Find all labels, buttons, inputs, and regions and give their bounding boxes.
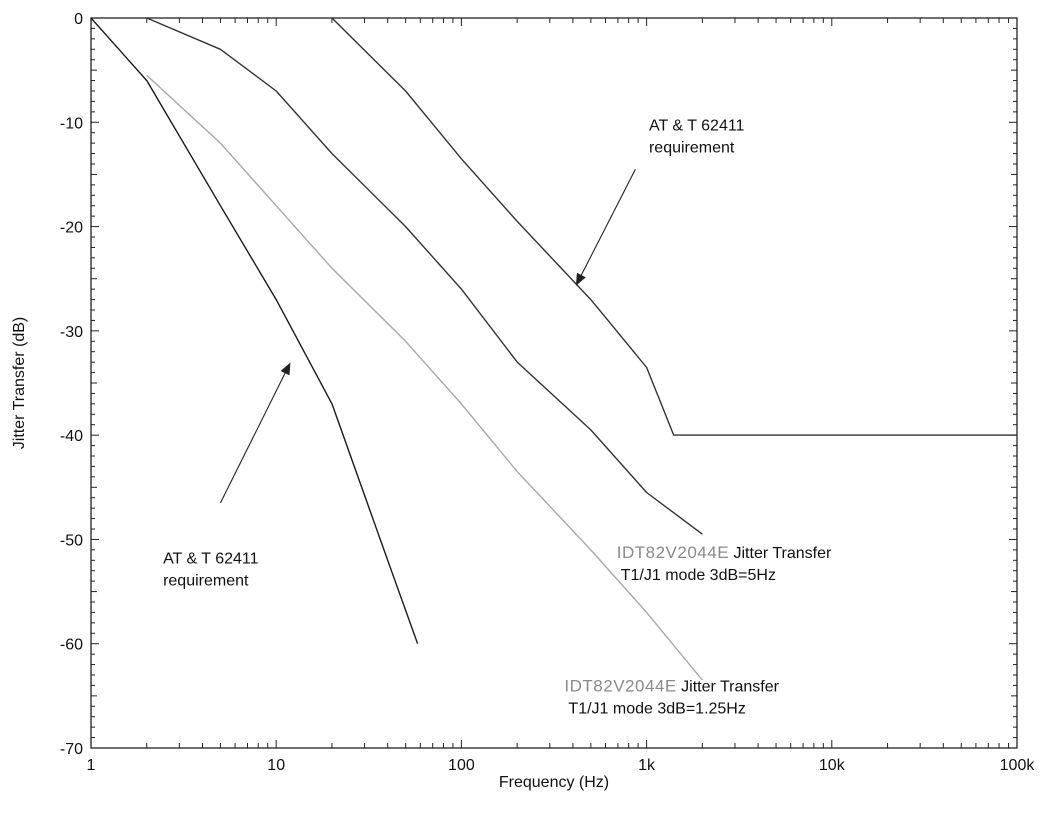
- y-tick-label: -60: [60, 637, 83, 654]
- y-tick-label: -50: [60, 532, 83, 549]
- y-tick-label: -30: [60, 324, 83, 341]
- idt_1_25hz_label-line-0: IDT82V2044E Jitter Transfer: [564, 677, 779, 696]
- series-line-att_lower: [90, 17, 419, 644]
- x-tick-label: 10: [267, 757, 285, 774]
- series-line-idt_1_25hz: [146, 74, 703, 681]
- series-line-att_upper: [331, 17, 1017, 436]
- idt_1_25hz_label-suffix: Jitter Transfer: [677, 679, 780, 696]
- idt_1_25hz_label-line-1: T1/J1 mode 3dB=1.25Hz: [568, 701, 745, 718]
- x-tick-label: 100k: [1000, 757, 1036, 774]
- y-axis-title: Jitter Transfer (dB): [11, 317, 28, 449]
- x-tick-label: 100: [448, 757, 475, 774]
- series-line-idt_5hz: [146, 17, 703, 535]
- x-axis-title: Frequency (Hz): [499, 774, 609, 791]
- att_upper_label-arrow: [575, 168, 636, 286]
- att_lower_label-arrow: [219, 362, 291, 504]
- idt_5hz_label-line-1: T1/J1 mode 3dB=5Hz: [621, 567, 776, 584]
- idt_5hz_label-prefix: IDT82V2044E: [617, 543, 729, 562]
- y-tick-label: -40: [60, 428, 83, 445]
- idt_5hz_label-suffix: Jitter Transfer: [729, 545, 832, 562]
- y-tick-label: -20: [60, 220, 83, 237]
- att_upper_label-line-1: requirement: [649, 140, 735, 157]
- x-tick-label: 10k: [819, 757, 846, 774]
- x-tick-label: 1k: [638, 757, 656, 774]
- att_lower_label-line-0: AT & T 62411: [163, 550, 259, 567]
- idt_1_25hz_label-prefix: IDT82V2044E: [564, 677, 676, 696]
- att_upper_label-line-0: AT & T 62411: [649, 118, 745, 135]
- plot-frame: [90, 17, 1018, 749]
- x-tick-label: 1: [87, 757, 96, 774]
- y-tick-label: 0: [74, 11, 83, 28]
- y-tick-label: -10: [60, 115, 83, 132]
- y-tick-label: -70: [60, 741, 83, 758]
- idt_5hz_label-line-0: IDT82V2044E Jitter Transfer: [617, 543, 832, 562]
- att_lower_label-line-1: requirement: [163, 572, 249, 589]
